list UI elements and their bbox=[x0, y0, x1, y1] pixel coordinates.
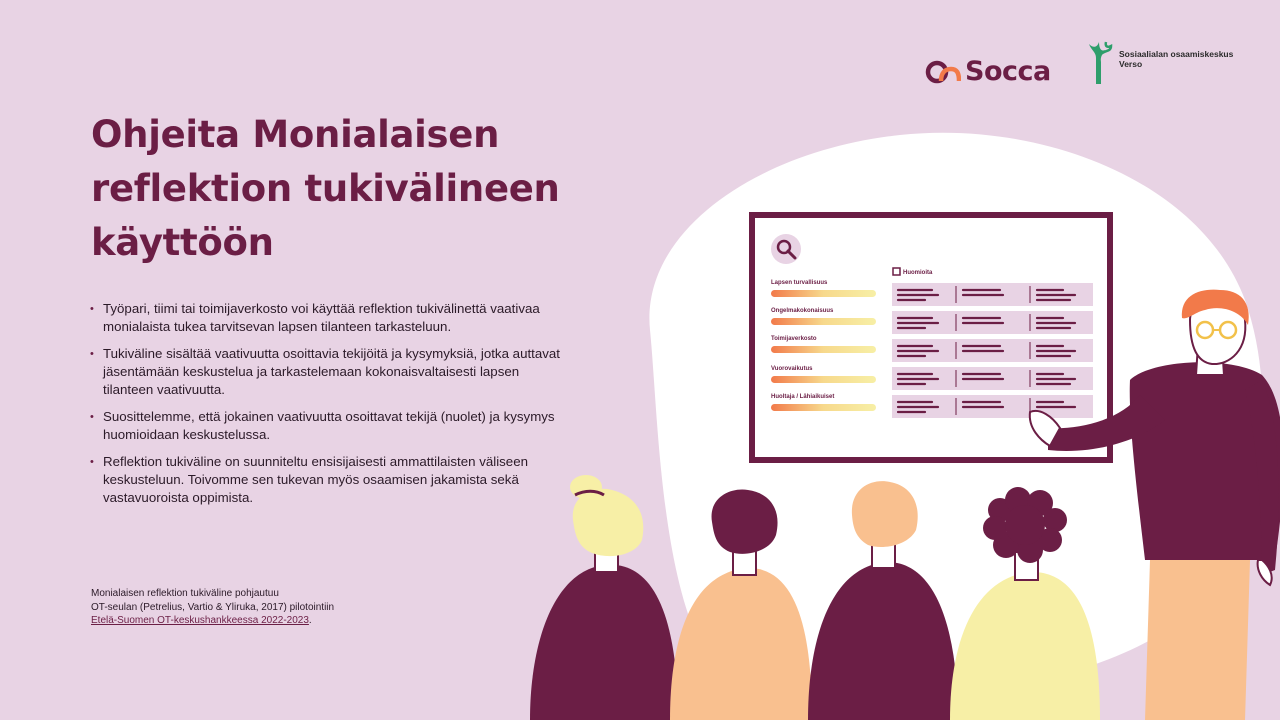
screen-row-label: Huoltaja / Lähiaikuiset bbox=[771, 394, 835, 400]
verso-wordmark: Sosiaalialan osaamiskeskus Verso bbox=[1119, 49, 1234, 69]
screen-row-label: Ongelmakokonaisuus bbox=[771, 308, 834, 314]
list-item: Työpari, tiimi tai toimijaverkosto voi k… bbox=[90, 300, 560, 336]
page-title: Ohjeita Monialaisen reflektion tukivälin… bbox=[91, 113, 560, 264]
footnote-end: . bbox=[308, 615, 312, 626]
screen-row-label: Vuorovaikutus bbox=[771, 366, 813, 372]
socca-wordmark: Socca bbox=[965, 56, 1051, 87]
audience-figure-3 bbox=[808, 481, 958, 720]
screen-row-label: Toimijaverkosto bbox=[771, 336, 817, 342]
list-item: Suosittelemme, että jokainen vaativuutta… bbox=[90, 408, 560, 444]
screen-gradient-bars bbox=[771, 290, 876, 411]
checkbox-icon bbox=[892, 267, 901, 276]
project-link[interactable]: Etelä-Suomen OT-keskushankkeessa 2022-20… bbox=[91, 615, 309, 626]
footnote-line: OT-seulan (Petrelius, Vartio & Yliruka, … bbox=[91, 601, 335, 613]
list-item: Tukiväline sisältää vaativuutta osoittav… bbox=[90, 345, 560, 399]
screen-header: Huomioita bbox=[903, 270, 933, 276]
footnote: Monialaisen reflektion tukiväline pohjau… bbox=[91, 587, 411, 628]
logos: Socca Sosiaalialan osaamiskeskus Verso bbox=[925, 34, 1255, 94]
audience-figure-1 bbox=[530, 475, 678, 720]
instruction-list: Työpari, tiimi tai toimijaverkosto voi k… bbox=[90, 300, 560, 516]
list-item: Reflektion tukiväline on suunniteltu ens… bbox=[90, 453, 560, 507]
screen-row-label: Lapsen turvallisuus bbox=[771, 280, 828, 286]
footnote-line: Monialaisen reflektion tukiväline pohjau… bbox=[91, 588, 279, 599]
verso-logo[interactable]: Sosiaalialan osaamiskeskus Verso bbox=[1087, 34, 1239, 84]
verso-logo-icon bbox=[1089, 41, 1113, 84]
socca-logo-icon bbox=[925, 60, 961, 83]
screen-table bbox=[892, 283, 1093, 418]
audience-figure-2 bbox=[670, 489, 812, 720]
socca-logo[interactable]: Socca bbox=[925, 56, 1051, 87]
audience-figure-4 bbox=[950, 487, 1100, 720]
magnifier-icon bbox=[771, 234, 801, 264]
presenter-figure bbox=[1028, 289, 1280, 720]
